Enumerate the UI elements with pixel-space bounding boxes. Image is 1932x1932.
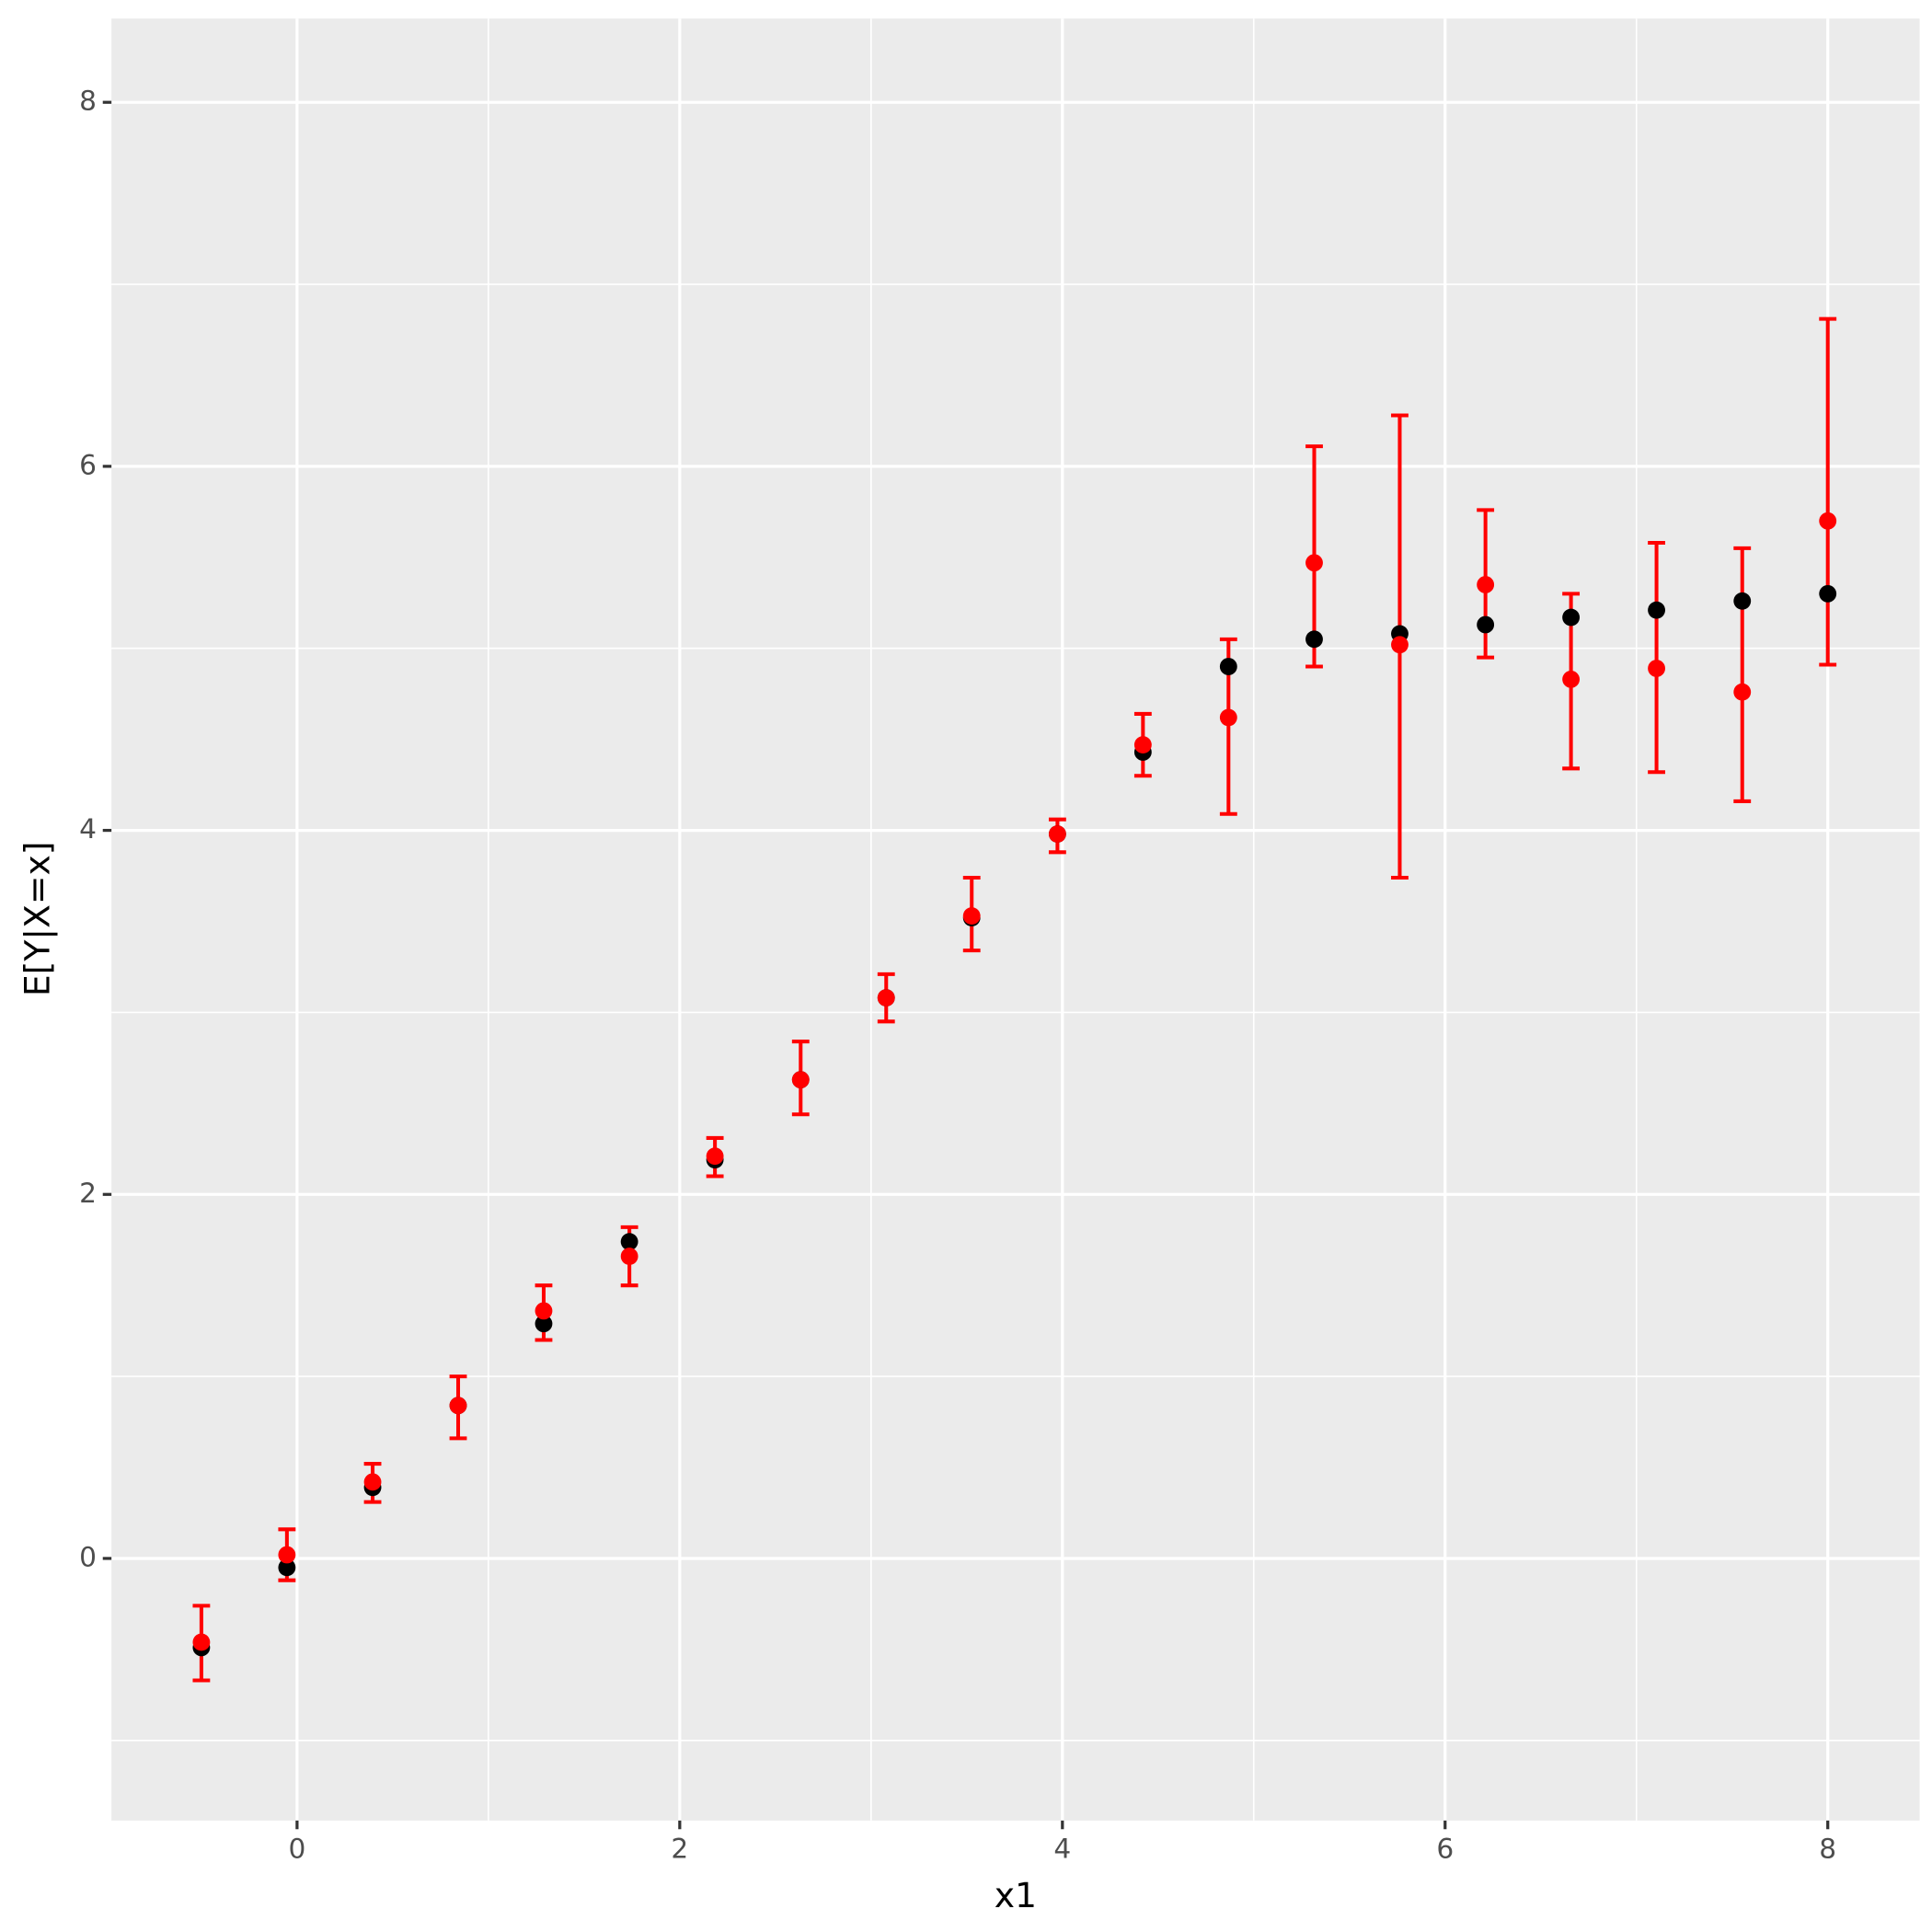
y-tick-label: 2	[79, 1178, 97, 1209]
x-tick-label: 6	[1436, 1834, 1454, 1865]
panel-background	[111, 18, 1920, 1821]
y-tick-label: 0	[79, 1541, 97, 1572]
point	[1648, 660, 1665, 677]
point	[1048, 825, 1066, 843]
y-tick-label: 4	[79, 813, 97, 845]
y-tick-label: 8	[79, 86, 97, 117]
point	[1305, 630, 1323, 649]
point	[1477, 615, 1495, 634]
x-tick-label: 8	[1819, 1834, 1836, 1865]
point	[449, 1397, 467, 1415]
point	[962, 907, 981, 925]
point	[1305, 554, 1323, 572]
point	[535, 1315, 553, 1333]
x-tick-label: 2	[671, 1834, 688, 1865]
point	[535, 1302, 553, 1320]
point	[1391, 636, 1409, 654]
y-tick-label: 6	[79, 449, 97, 480]
point	[1733, 592, 1752, 610]
point	[620, 1248, 638, 1265]
point	[791, 1071, 810, 1089]
point	[1219, 658, 1237, 675]
point	[1219, 708, 1237, 727]
point	[1819, 512, 1837, 530]
point	[1819, 584, 1837, 603]
point	[620, 1233, 638, 1251]
point	[363, 1473, 382, 1491]
point	[1562, 670, 1581, 688]
point	[1477, 576, 1495, 593]
point	[706, 1147, 724, 1166]
point	[1562, 608, 1581, 627]
y-axis-title: E[Y|X=x]	[17, 842, 59, 997]
x-axis-title: x1	[995, 1875, 1037, 1915]
point	[192, 1633, 211, 1651]
point	[877, 989, 895, 1007]
x-tick-label: 4	[1053, 1834, 1071, 1865]
point	[1133, 736, 1152, 754]
point	[278, 1546, 296, 1564]
x-tick-label: 0	[288, 1834, 305, 1865]
point	[278, 1558, 296, 1577]
point	[1648, 601, 1665, 619]
point	[1733, 683, 1752, 701]
